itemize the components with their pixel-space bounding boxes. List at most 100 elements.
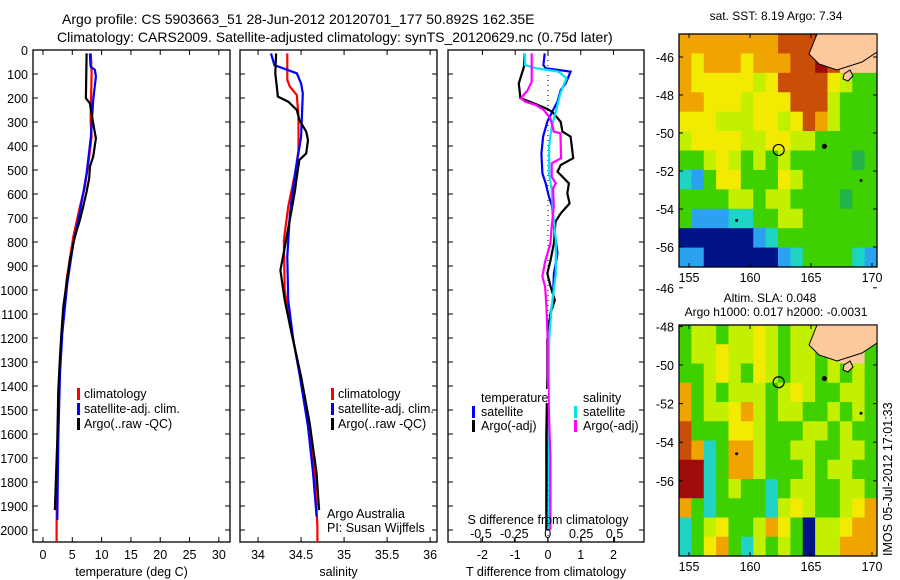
map-cell <box>852 92 866 113</box>
map-cell <box>778 92 791 113</box>
map-x-tick-label: 170 <box>862 560 883 574</box>
map-cell <box>703 53 717 74</box>
map-cell <box>790 208 804 229</box>
map-cell <box>827 208 841 229</box>
map-cell <box>765 169 779 190</box>
map-cell <box>852 498 866 518</box>
map-cell <box>753 150 767 171</box>
map-cell <box>691 421 705 441</box>
map-cell <box>778 111 791 132</box>
map-cell <box>815 208 828 229</box>
map-cell <box>864 382 878 403</box>
map-cell <box>864 131 878 151</box>
series-line-salinity-satellite <box>523 53 568 530</box>
map-cell <box>802 402 816 422</box>
map-cell <box>790 189 804 210</box>
map-cell <box>728 92 742 113</box>
map-cell <box>790 421 804 441</box>
map-cell <box>679 440 692 461</box>
new-zealand-land <box>808 324 878 362</box>
map-cell <box>790 228 804 249</box>
map-cell <box>852 111 866 132</box>
x-tick-label: 1 <box>577 548 584 562</box>
x-tick-label: 20 <box>153 548 167 562</box>
map-y-tick-label: -46 <box>656 282 674 296</box>
map-cell <box>852 402 866 422</box>
temperature-panel: 0100200300400500600700800900100011001200… <box>0 44 231 579</box>
legend-swatch <box>574 420 577 432</box>
map-cell <box>703 150 717 171</box>
map-cell <box>852 150 866 171</box>
map-cell <box>765 228 779 249</box>
x-tick-label: 30 <box>212 548 226 562</box>
map-cell <box>716 189 729 210</box>
map-cell <box>815 402 828 422</box>
map-cell <box>740 479 754 499</box>
map-cell <box>790 92 804 113</box>
map-cell <box>740 169 754 190</box>
legend-label: satellite <box>583 405 625 419</box>
map-cell <box>827 247 841 268</box>
map-cell <box>778 208 791 229</box>
map-cell <box>740 498 754 518</box>
map-cell <box>827 228 841 249</box>
map-cell <box>716 72 729 93</box>
map-cell <box>716 536 729 557</box>
map-cell <box>753 421 767 441</box>
map-cell <box>703 72 717 93</box>
map-cell <box>864 150 878 171</box>
map-cell <box>778 72 791 93</box>
map-cell <box>753 169 767 190</box>
map-cell <box>802 72 816 93</box>
map-cell <box>864 247 878 268</box>
map-cell <box>864 92 878 113</box>
sla-map-title-line1: Altim. SLA: 0.048 <box>724 291 817 305</box>
map-cell <box>852 459 866 480</box>
y-tick-label: 1100 <box>1 308 28 322</box>
map-cell <box>852 169 866 190</box>
map-cell <box>864 402 878 422</box>
map-cell <box>716 479 729 499</box>
y-tick-label: 1800 <box>0 476 28 490</box>
secondary-x-axis-label: S difference from climatology <box>468 513 630 527</box>
map-cell <box>691 498 705 518</box>
map-cell <box>864 189 878 210</box>
map-cell <box>740 363 754 384</box>
map-cell <box>716 111 729 132</box>
map-cell <box>753 402 767 422</box>
map-frame <box>678 324 878 557</box>
map-cell <box>691 325 705 345</box>
y-tick-label: 1200 <box>0 332 28 346</box>
map-cell <box>765 325 779 345</box>
map-cell <box>778 402 791 422</box>
map-cell <box>691 53 705 74</box>
legend-swatch <box>77 388 80 400</box>
map-cell <box>740 402 754 422</box>
map-cell <box>703 228 717 249</box>
map-cell <box>839 402 853 422</box>
map-cell <box>716 208 729 229</box>
salinity-panel: 34 34.5 35 35.5 36 salinity climatologysatelli… <box>239 49 438 579</box>
map-cell <box>740 189 754 210</box>
x-tick-label: 35.5 <box>375 548 399 562</box>
legend-label: Argo(..raw -QC) <box>338 417 426 431</box>
auckland-islands <box>821 143 827 149</box>
map-cell <box>716 131 729 151</box>
map-cell <box>753 536 767 557</box>
map-cell <box>827 479 841 499</box>
map-cell <box>703 382 717 403</box>
map-cell <box>765 53 779 74</box>
map-cell <box>716 459 729 480</box>
map-cell <box>753 53 767 74</box>
map-cell <box>765 208 779 229</box>
annotation-pi: PI: Susan Wijffels <box>327 521 425 535</box>
map-cell <box>827 131 841 151</box>
map-cell <box>703 498 717 518</box>
map-cell <box>839 421 853 441</box>
map-cell <box>728 440 742 461</box>
map-cell <box>679 72 692 93</box>
map-cell <box>790 72 804 93</box>
map-cell <box>691 34 705 54</box>
map-cell <box>802 363 816 384</box>
map-cell <box>703 421 717 441</box>
